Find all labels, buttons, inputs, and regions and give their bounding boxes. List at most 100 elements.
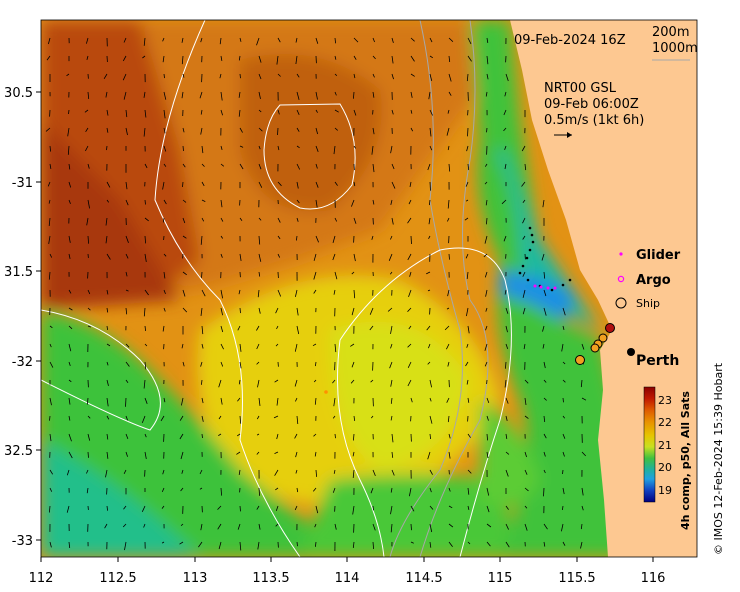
- current-arrow: [201, 145, 204, 154]
- colorbar-tick-23: 23: [658, 394, 672, 407]
- current-arrow: [163, 127, 166, 134]
- current-arrow: [106, 145, 108, 151]
- current-arrow: [296, 217, 299, 222]
- current-arrow: [524, 505, 528, 509]
- current-arrow: [68, 307, 73, 311]
- current-arrow: [429, 415, 433, 424]
- current-arrow: [466, 307, 469, 317]
- current-arrow: [334, 343, 337, 353]
- current-arrow: [334, 271, 338, 280]
- current-arrow: [68, 343, 72, 352]
- x-tick-label: 112.5: [99, 571, 136, 586]
- current-arrow: [48, 199, 51, 204]
- current-arrow: [256, 505, 260, 510]
- current-arrow: [87, 451, 89, 458]
- current-arrow: [543, 433, 547, 439]
- current-arrow: [467, 433, 471, 438]
- current-arrow: [256, 433, 260, 436]
- current-arrow: [562, 361, 566, 365]
- current-arrow: [391, 451, 394, 458]
- current-arrow: [580, 523, 583, 530]
- current-arrow: [409, 271, 412, 277]
- current-arrow: [144, 451, 147, 459]
- current-arrow: [142, 55, 146, 59]
- current-arrow: [125, 289, 129, 292]
- current-arrow: [181, 397, 184, 406]
- current-product-name: NRT00 GSL: [544, 81, 617, 96]
- current-arrow: [258, 253, 262, 262]
- current-arrow: [332, 253, 336, 261]
- current-arrow: [258, 55, 262, 63]
- current-arrow: [465, 199, 469, 202]
- current-arrow: [277, 181, 282, 187]
- current-arrow: [562, 487, 565, 495]
- current-arrow: [49, 541, 52, 548]
- current-arrow: [106, 397, 109, 407]
- current-arrow: [407, 217, 412, 224]
- current-arrow: [68, 541, 71, 549]
- current-arrow: [275, 343, 279, 347]
- current-arrow: [258, 73, 262, 80]
- current-arrow: [199, 469, 203, 475]
- current-arrow: [503, 127, 507, 132]
- current-arrow: [427, 451, 431, 460]
- current-arrow: [505, 325, 508, 333]
- current-arrow: [258, 181, 263, 188]
- current-arrow: [486, 541, 491, 547]
- current-arrow: [372, 505, 374, 511]
- current-arrow: [370, 415, 374, 419]
- current-arrow: [163, 253, 167, 257]
- current-arrow: [87, 433, 91, 441]
- current-arrow: [410, 523, 412, 531]
- current-arrow: [391, 73, 394, 80]
- current-arrow: [68, 181, 72, 188]
- current-arrow: [543, 523, 548, 530]
- current-arrow: [542, 343, 545, 349]
- x-tick-label: 113: [183, 571, 208, 586]
- current-arrow: [334, 523, 337, 530]
- current-arrow: [562, 433, 566, 439]
- current-arrow: [353, 217, 357, 224]
- current-arrow: [179, 415, 184, 421]
- current-arrow: [352, 451, 355, 457]
- current-arrow: [315, 181, 319, 188]
- current-arrow: [273, 415, 279, 419]
- current-arrow: [106, 505, 108, 511]
- current-arrow: [125, 199, 129, 206]
- current-arrow: [87, 289, 91, 295]
- current-arrow: [220, 325, 224, 333]
- current-arrow: [161, 505, 165, 509]
- current-arrow: [201, 217, 205, 222]
- current-arrow: [505, 541, 510, 548]
- current-arrow: [333, 397, 336, 407]
- current-arrow: [351, 199, 355, 207]
- current-arrow: [144, 163, 148, 169]
- current-arrow: [238, 469, 241, 475]
- current-arrow: [295, 397, 298, 402]
- current-arrow: [485, 199, 488, 206]
- current-arrow: [467, 541, 471, 545]
- current-arrow: [315, 505, 319, 514]
- current-arrow: [410, 37, 415, 42]
- current-arrow: [162, 469, 165, 475]
- current-arrow: [426, 325, 431, 331]
- current-arrow: [66, 505, 70, 513]
- isobath-label-200m: 200m: [652, 25, 689, 40]
- current-arrow: [275, 523, 279, 527]
- current-arrow: [522, 289, 526, 298]
- current-arrow: [448, 73, 452, 82]
- current-arrow: [199, 91, 203, 99]
- current-arrow: [447, 109, 450, 114]
- current-arrow: [49, 433, 52, 442]
- current-arrow: [49, 469, 54, 475]
- current-arrow: [391, 163, 395, 170]
- current-arrow: [391, 181, 396, 189]
- current-arrow: [410, 55, 415, 62]
- current-arrow: [391, 433, 394, 443]
- current-arrow: [467, 127, 469, 137]
- current-arrow: [84, 109, 89, 113]
- place-label-perth: Perth: [636, 353, 679, 369]
- current-arrow: [543, 469, 546, 474]
- current-arrow: [238, 379, 241, 385]
- current-arrow: [543, 451, 546, 457]
